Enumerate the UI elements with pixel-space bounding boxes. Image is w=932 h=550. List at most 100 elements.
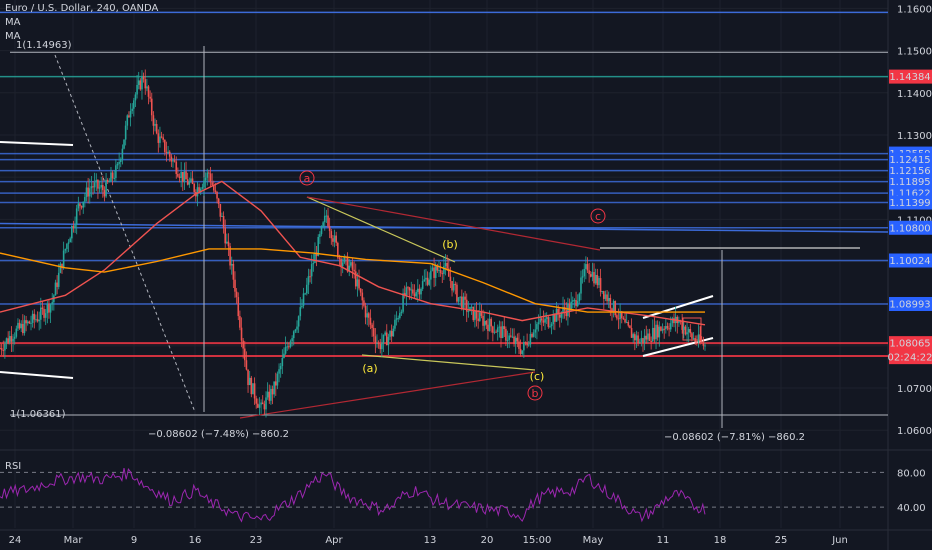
candle-body (490, 318, 493, 327)
candle-body (635, 335, 638, 341)
candle-body (0, 347, 1, 349)
price-level-tags: 1.143841.125591.124151.121561.118951.116… (888, 69, 932, 365)
candle-body (500, 326, 502, 339)
horizontal-levels (0, 11, 889, 416)
time-tick-label: 18 (714, 535, 727, 546)
candle-body (682, 326, 685, 330)
wave-line (306, 196, 456, 263)
candle-body (567, 303, 569, 317)
candle-body (650, 341, 652, 343)
wave-circle (527, 385, 543, 401)
candle-body (694, 338, 697, 342)
candle-body (461, 296, 463, 309)
candle-body (294, 329, 297, 332)
candle-body (247, 369, 249, 386)
candle-body (536, 324, 538, 330)
candle-body (155, 124, 158, 134)
candle-body (97, 179, 99, 189)
candle-body (487, 324, 489, 331)
candle-body (454, 283, 457, 285)
candle-body (243, 348, 246, 361)
wave-label: a (304, 172, 311, 185)
candle-body (412, 289, 414, 294)
candle-body (92, 186, 94, 188)
candle-series (0, 69, 706, 418)
candle-body (498, 326, 501, 328)
candle-body (260, 402, 262, 405)
candle-body (123, 139, 125, 149)
candle-body (527, 344, 530, 346)
candle-body (643, 335, 646, 344)
price-tick-label: 1.07000 (897, 384, 932, 395)
candle-body (376, 343, 378, 345)
candle-body (700, 341, 703, 343)
candle-body (358, 279, 360, 289)
candle-body (346, 256, 349, 272)
candle-body (413, 293, 416, 297)
candle-body (203, 180, 205, 188)
time-tick-label: 16 (189, 535, 202, 546)
candle-body (26, 321, 29, 324)
candle-body (209, 173, 212, 183)
candle-body (562, 307, 564, 313)
level-tag (889, 195, 932, 210)
candle-body (4, 343, 6, 351)
candle-body (395, 318, 398, 320)
candle-body (226, 241, 228, 244)
candle-body (501, 326, 504, 339)
candle-body (173, 160, 176, 162)
candle-body (493, 331, 496, 333)
candle-body (221, 216, 223, 218)
candle-body (496, 327, 499, 333)
wave-line (361, 354, 536, 371)
candle-body (273, 381, 275, 395)
candle-body (234, 279, 236, 292)
candle-body (596, 274, 599, 286)
candle-body (640, 338, 643, 342)
candle-body (541, 318, 543, 321)
candle-body (28, 321, 31, 324)
candle-body (351, 262, 354, 270)
candle-body (186, 179, 189, 185)
candle-body (459, 296, 462, 298)
candle-body (322, 222, 324, 227)
candle-body (146, 86, 148, 89)
candle-body (658, 326, 661, 338)
countdown-label: 02:24:22 (888, 353, 932, 364)
candle-body (421, 281, 424, 289)
candle-body (181, 172, 184, 183)
candle-body (66, 243, 68, 249)
measure-label-left: −0.08602 (−7.48%) −860.2 (148, 429, 289, 440)
candle-body (134, 94, 137, 101)
candle-body (312, 263, 315, 265)
level-tag-label: 1.08065 (889, 339, 930, 350)
candle-body (160, 136, 163, 138)
candle-body (31, 313, 34, 323)
candle-body (441, 273, 444, 275)
candle-body (620, 311, 623, 319)
candle-body (495, 331, 497, 333)
candle-body (439, 269, 442, 274)
candle-body (167, 151, 169, 154)
candle-body (408, 287, 411, 291)
candle-body (622, 318, 625, 320)
candle-body (159, 136, 161, 143)
candle-body (583, 268, 586, 277)
price-tick-label: 1.15000 (897, 47, 932, 58)
candle-body (475, 311, 478, 319)
candle-body (54, 282, 57, 296)
candle-body (681, 320, 683, 330)
candle-body (692, 338, 695, 340)
candle-body (328, 226, 331, 232)
candle-body (423, 279, 426, 282)
candle-body (69, 238, 71, 243)
bottom-level-label: 1(1.06361) (10, 409, 66, 420)
candle-body (230, 263, 233, 266)
candle-body (136, 84, 138, 95)
candle-body (704, 345, 706, 347)
candle-body (204, 177, 207, 181)
candle-body (39, 307, 42, 320)
rsi-label: RSI (5, 461, 21, 472)
drawing-tools (0, 46, 860, 428)
